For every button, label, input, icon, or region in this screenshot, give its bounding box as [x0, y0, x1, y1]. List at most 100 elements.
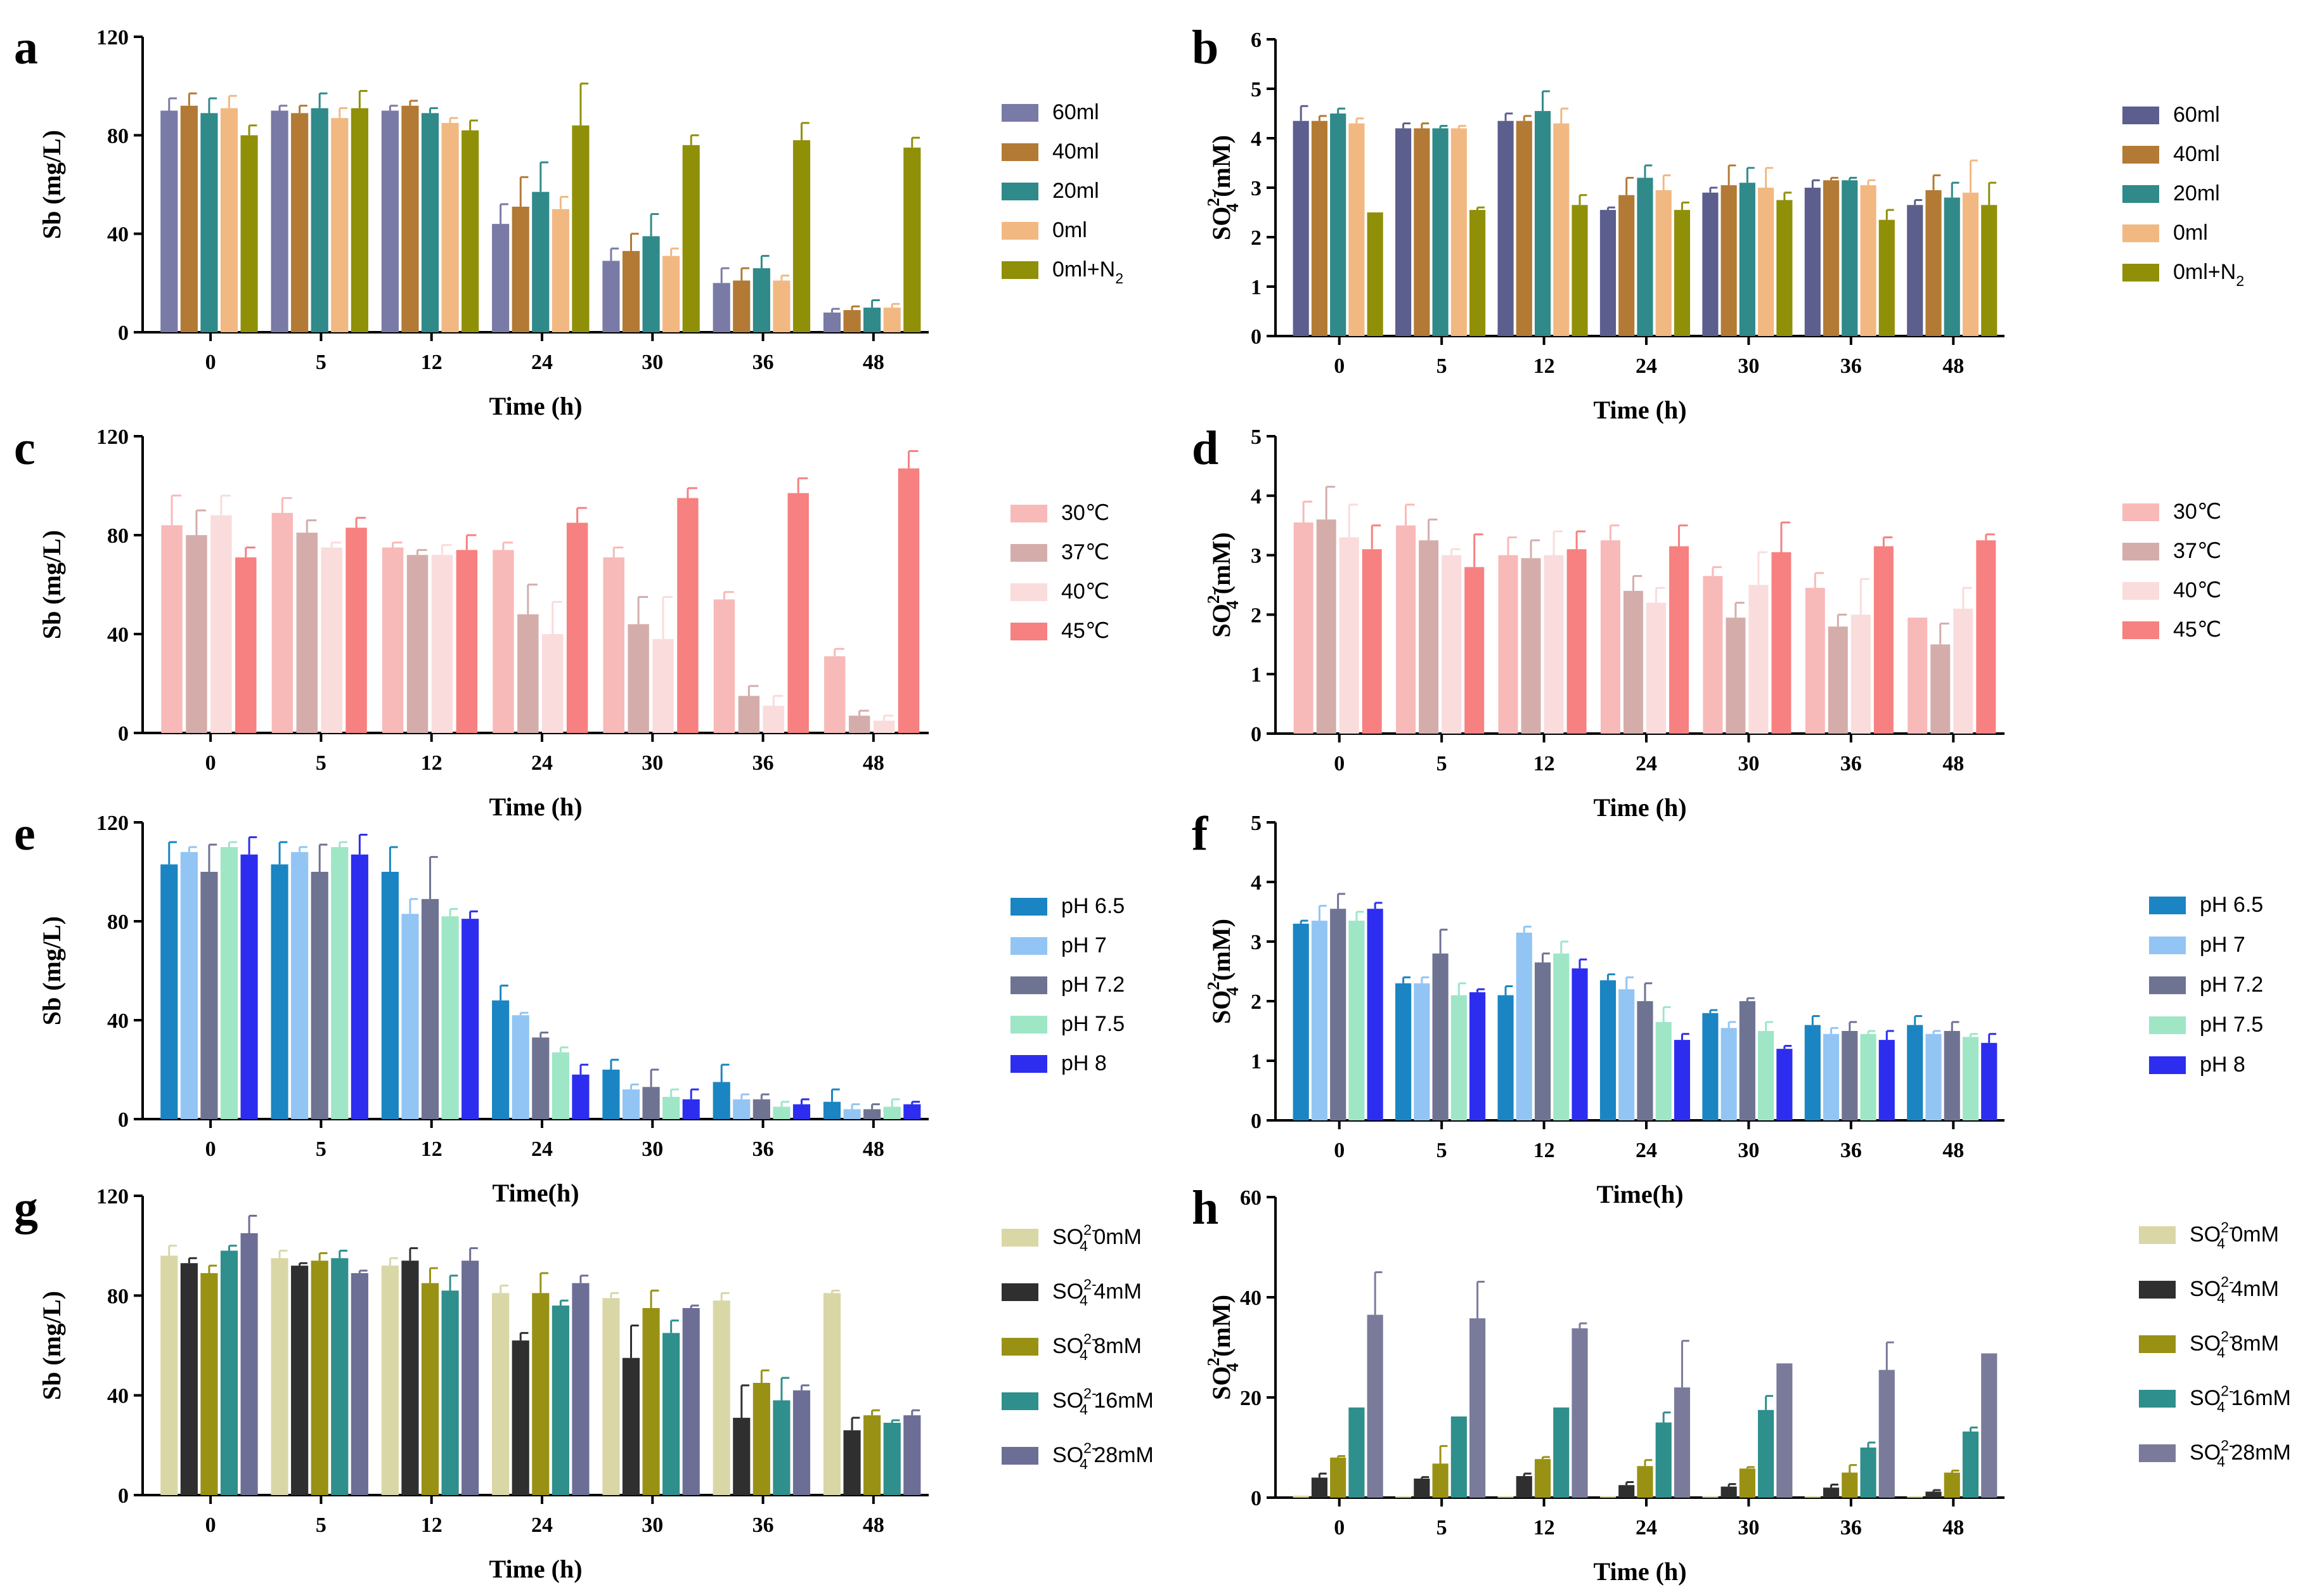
panel-c: c 0 40 80 120 0 5 12 24 30 36 48 Time (h) Sb (mg/L) 30… — [14, 422, 1109, 821]
bar — [1962, 1431, 1979, 1498]
bar — [1823, 180, 1840, 336]
bar — [1432, 953, 1449, 1120]
legend-swatch — [1010, 1016, 1047, 1034]
bar — [1521, 558, 1541, 734]
label-main: SO — [1207, 207, 1236, 240]
label-main: SO — [1207, 604, 1236, 637]
legend-swatch — [2122, 224, 2159, 242]
bar — [1842, 1031, 1858, 1120]
legend-swatch — [1010, 1055, 1047, 1073]
bar — [1367, 1314, 1383, 1498]
legend-swatch — [2139, 1335, 2176, 1353]
legend-swatch — [2122, 264, 2159, 282]
y-tick-label: 0 — [1251, 1110, 1262, 1133]
bar — [552, 1306, 569, 1495]
label-subscript: 4 — [2217, 1290, 2225, 1306]
bar — [1498, 555, 1518, 734]
label-main: 45℃ — [2173, 618, 2221, 642]
bar — [1367, 909, 1383, 1120]
bar — [823, 1101, 841, 1119]
bar — [1414, 983, 1430, 1120]
legend-swatch — [1002, 261, 1038, 279]
bar — [210, 515, 232, 733]
legend-label: pH 7.5 — [2200, 1013, 2263, 1037]
bar — [903, 1415, 921, 1495]
label-subscript: 4 — [1080, 1292, 1088, 1309]
label-superscript: 2- — [1083, 1331, 1097, 1347]
label-superscript: 2- — [2221, 1219, 2234, 1236]
bar — [1553, 123, 1570, 336]
legend-swatch — [2149, 897, 2186, 914]
legend-swatch — [1002, 143, 1038, 161]
legend-swatch — [2122, 503, 2159, 521]
bar — [1497, 1496, 1514, 1498]
bar — [642, 1308, 660, 1495]
bar — [787, 493, 809, 733]
bar — [1674, 1387, 1691, 1498]
x-tick-label: 0 — [205, 351, 216, 374]
x-tick-label: 30 — [642, 351, 663, 374]
x-tick-label: 0 — [205, 751, 216, 775]
x-tick-label: 24 — [1636, 1139, 1657, 1162]
x-tick-label: 36 — [1840, 1139, 1862, 1162]
bar — [493, 550, 514, 733]
bar — [1442, 555, 1462, 734]
y-tick-label: 80 — [107, 524, 129, 548]
bar — [311, 108, 328, 332]
bar — [291, 852, 309, 1119]
bar — [1674, 210, 1691, 336]
bar — [1414, 128, 1430, 336]
legend-swatch — [1010, 898, 1047, 916]
bar — [1367, 212, 1383, 336]
label-tail: 8mM — [1088, 1334, 1142, 1358]
bar — [1534, 1459, 1551, 1498]
legend-label: 30℃ — [2173, 500, 2221, 524]
bar — [602, 1070, 620, 1119]
bar — [883, 1422, 901, 1495]
bar — [1860, 185, 1876, 336]
bar — [713, 1300, 730, 1495]
panel-a: a 0 40 80 120 0 5 12 24 30 36 48 Time (h) Sb (mg/L) 60… — [14, 21, 1123, 420]
label-main: SO — [1052, 1280, 1083, 1304]
bar — [652, 638, 674, 733]
x-tick-label: 12 — [421, 351, 442, 374]
bar — [1553, 1407, 1570, 1498]
label-main: pH 7.5 — [2200, 1013, 2263, 1037]
bar — [331, 847, 349, 1119]
bar — [1516, 120, 1532, 336]
bar — [1823, 1487, 1840, 1498]
x-tick-label: 30 — [642, 1137, 663, 1161]
bar — [271, 110, 288, 332]
x-tick-label: 12 — [1533, 1139, 1555, 1162]
bar — [160, 1255, 178, 1495]
bar — [1311, 921, 1327, 1120]
label-superscript: 2- — [1083, 1276, 1097, 1293]
label-main: Sb (mg/L) — [37, 530, 66, 639]
bar — [1878, 219, 1895, 336]
legend-swatch — [1002, 1229, 1038, 1247]
bar — [1637, 1001, 1653, 1120]
bar — [733, 1099, 751, 1119]
legend-label: SO2-4 4mM — [1052, 1276, 1142, 1309]
bar — [180, 852, 198, 1119]
bar — [738, 696, 760, 733]
label-main: Sb (mg/L) — [37, 916, 66, 1025]
bar — [883, 308, 901, 332]
bar — [863, 1109, 881, 1119]
bar — [1469, 992, 1486, 1120]
x-tick-label: 12 — [1533, 1516, 1555, 1539]
bar — [1311, 120, 1327, 336]
y-tick-label: 2 — [1251, 990, 1262, 1014]
legend: pH 6.5 pH 7 pH 7.2 pH 7.5 pH 8 — [1010, 894, 1125, 1075]
bar — [1925, 190, 1942, 336]
x-tick-label: 48 — [1942, 752, 1964, 775]
label-main: Sb (mg/L) — [37, 130, 66, 239]
bar — [517, 614, 539, 733]
bar — [642, 236, 660, 332]
bar — [1907, 205, 1923, 336]
label-subscript: 4 — [2217, 1344, 2225, 1361]
bar — [898, 468, 920, 733]
x-tick-label: 12 — [421, 1137, 442, 1161]
y-axis-title: SO2-4 (mM) — [1204, 919, 1242, 1024]
